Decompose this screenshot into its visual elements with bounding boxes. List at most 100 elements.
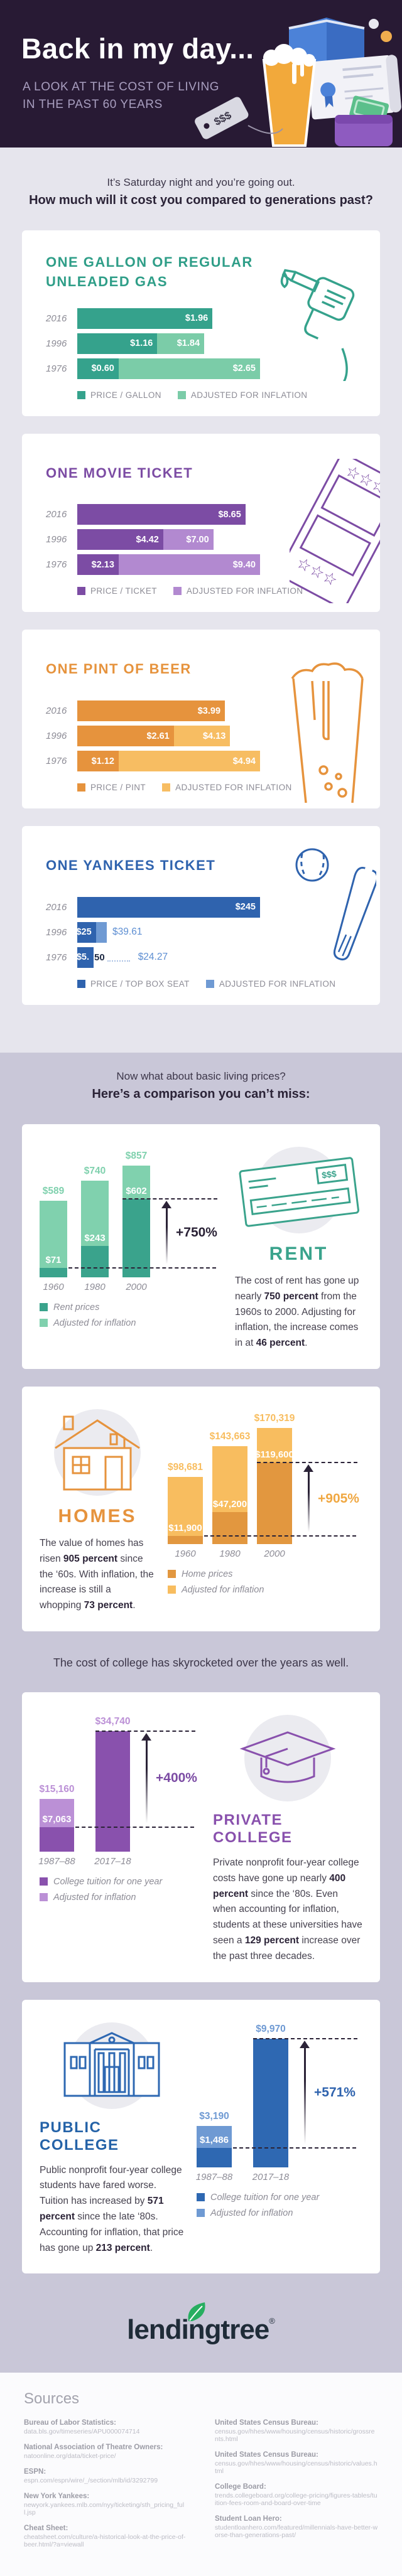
sources-list: Bureau of Labor Statistics: data.bls.gov/… [24,2419,378,2548]
leaf-icon [188,2302,205,2322]
increase-label: +750% [176,1225,217,1240]
price-tag: $$$ [195,97,249,139]
dashed-line-top [122,1198,217,1199]
source-name: ESPN: [24,2468,46,2476]
price-bar: $1.12 [77,751,119,772]
year-label: 1960 [175,1548,196,1559]
price-bar [122,1198,150,1277]
living-prices-section: Now what about basic living prices? Here… [0,1052,402,2373]
svg-text:☆☆☆: ☆☆☆ [342,461,380,498]
price-label: $71 [45,1255,62,1266]
beer-card-title: ONE PINT OF BEER [46,661,192,677]
legend-swatch [77,979,85,988]
public-college-legend: College tuition for one year Adjusted for… [197,2192,362,2218]
legend-label: PRICE / TICKET [90,586,157,596]
homes-card: HOMES The value of homes has risen 905 p… [22,1386,380,1631]
price-label: $1.12 [91,756,114,766]
price-label: $245 [235,902,256,913]
svg-text:☆☆☆: ☆☆☆ [293,552,341,589]
legend-item: ADJUSTED FOR INFLATION [177,390,308,400]
adjusted-label: $7.00 [186,534,209,545]
increase-arrow [165,1206,168,1265]
rent-card: $589 $71 1960 $740 $243 1980 $857 $602 2000 +750%… [22,1124,380,1369]
total-label: $857 [125,1150,148,1161]
rent-check-icon: $$$ [239,1157,359,1227]
source-item: Student Loan Hero: studentloanhero.com/fe… [215,2515,378,2539]
price-label: $25 [76,927,92,938]
arrow-head [303,1464,313,1473]
adjusted-label: $2.65 [232,363,256,374]
legend-item: Adjusted for inflation [40,1892,200,1902]
source-url[interactable]: trends.collegeboard.org/college-pricing/… [215,2492,378,2508]
source-url[interactable]: data.bls.gov/timeseries/APU000074714 [24,2428,140,2436]
dashed-line-bottom [75,1826,194,1828]
legend-item: Home prices [168,1569,362,1579]
legend-swatch [173,587,182,596]
legend-swatch [77,390,85,399]
beer-chart: 2016 $3.99 1996 $2.61 $4.13 1976 $1.12 $4.94 PRI… [46,700,364,792]
legend-label: Home prices [182,1569,233,1579]
source-url[interactable]: studentloanhero.com/featured/millennials… [215,2524,378,2540]
chart-row: 1976 $1.12 $4.94 [46,751,364,772]
source-name: Student Loan Hero: [215,2515,282,2523]
legend-item: Adjusted for inflation [197,2208,362,2218]
price-label: $4.42 [136,534,159,545]
legend-item: ADJUSTED FOR INFLATION [173,586,303,596]
mid-heading-line1: Now what about basic living prices? [116,1070,286,1082]
source-name: United States Census Bureau: [215,2451,318,2459]
yankees-chart: 2016 $245 1996 $25 $39.61 1976 $5. 50 $24.27 PRIC… [46,896,364,989]
dotted-leader [107,960,130,962]
legend-label: ADJUSTED FOR INFLATION [219,979,336,989]
source-name: National Association of Theatre Owners: [24,2444,163,2452]
price-label: $119,600 [255,1449,294,1461]
private-college-paragraph: Private nonprofit four-year college cost… [213,1857,362,1962]
source-item: Bureau of Labor Statistics: data.bls.gov/… [24,2419,187,2435]
legend-label: Rent prices [53,1302,100,1312]
intro-line1: It’s Saturday night and you’re going out… [107,176,295,188]
year-label: 1976 [46,363,67,374]
price-label: $243 [84,1232,106,1243]
source-url[interactable]: newyork.yankees.mlb.com/nyy/ticketing/st… [24,2501,185,2517]
public-college-description: PUBLIC COLLEGE Public nonprofit four-yea… [40,2020,184,2257]
legend-item: PRICE / TOP BOX SEAT [77,979,190,989]
increase-arrow [145,1739,148,1823]
price-label: $47,200 [212,1498,247,1510]
adjusted-bar: $9.40 [118,554,260,576]
rent-paragraph: The cost of rent has gone up nearly 750 … [235,1275,359,1349]
legend-swatch [162,783,171,792]
baseball-and-bat-icon [295,848,376,961]
source-url[interactable]: census.gov/hhes/www/housing/census/histo… [215,2428,375,2444]
source-item: College Board: trends.collegeboard.org/co… [215,2483,378,2507]
yankees-card: ONE YANKEES TICKET 2016 $245 1996 $25 $39.61… [22,826,380,1005]
legend-swatch [168,1570,176,1579]
legend-label: ADJUSTED FOR INFLATION [190,390,308,400]
house-icon [55,1415,140,1491]
movie-chart: 2016 $8.65 1996 $4.42 $7.00 1976 $2.13 $9.40 PRI… [46,504,364,596]
increase-label: +400% [156,1771,197,1786]
page-title: Back in my day... [21,33,254,65]
source-url[interactable]: natoonline.org/data/ticket-price/ [24,2452,116,2461]
public-college-title: PUBLIC COLLEGE [40,2118,119,2154]
price-bar [257,1462,292,1544]
source-item: United States Census Bureau: census.gov/h… [215,2419,378,2443]
price-label: $2.13 [91,559,114,570]
total-label: $740 [84,1166,106,1177]
source-url[interactable]: espn.com/espn/wire/_/section/mlb/id/3292… [24,2477,158,2485]
public-college-card: PUBLIC COLLEGE Public nonprofit four-yea… [22,1999,380,2274]
source-item: National Association of Theatre Owners: n… [24,2444,187,2460]
registered-mark: ® [269,2316,275,2326]
movie-card-title: ONE MOVIE TICKET [46,464,193,481]
legend-label: PRICE / PINT [90,783,146,793]
legend-swatch [197,2193,205,2202]
homes-paragraph: The value of homes has risen 905 percent… [40,1537,154,1611]
college-heading: The cost of college has skyrocketed over… [53,1656,349,1669]
price-bar: $25 [76,921,96,943]
gas-card: ONE GALLON OF REGULAR UNLEADED GAS 2016 $… [22,230,380,416]
source-url[interactable]: cheatsheet.com/culture/a-historical-look… [24,2533,186,2549]
source-url[interactable]: census.gov/hhes/www/housing/census/histo… [215,2460,378,2476]
year-label: 2017–18 [252,2171,290,2182]
adjusted-label: $4.13 [202,731,226,741]
legend-swatch [197,2209,205,2218]
year-label: 1987–88 [38,1855,75,1867]
price-bar: $3.99 [77,700,225,722]
